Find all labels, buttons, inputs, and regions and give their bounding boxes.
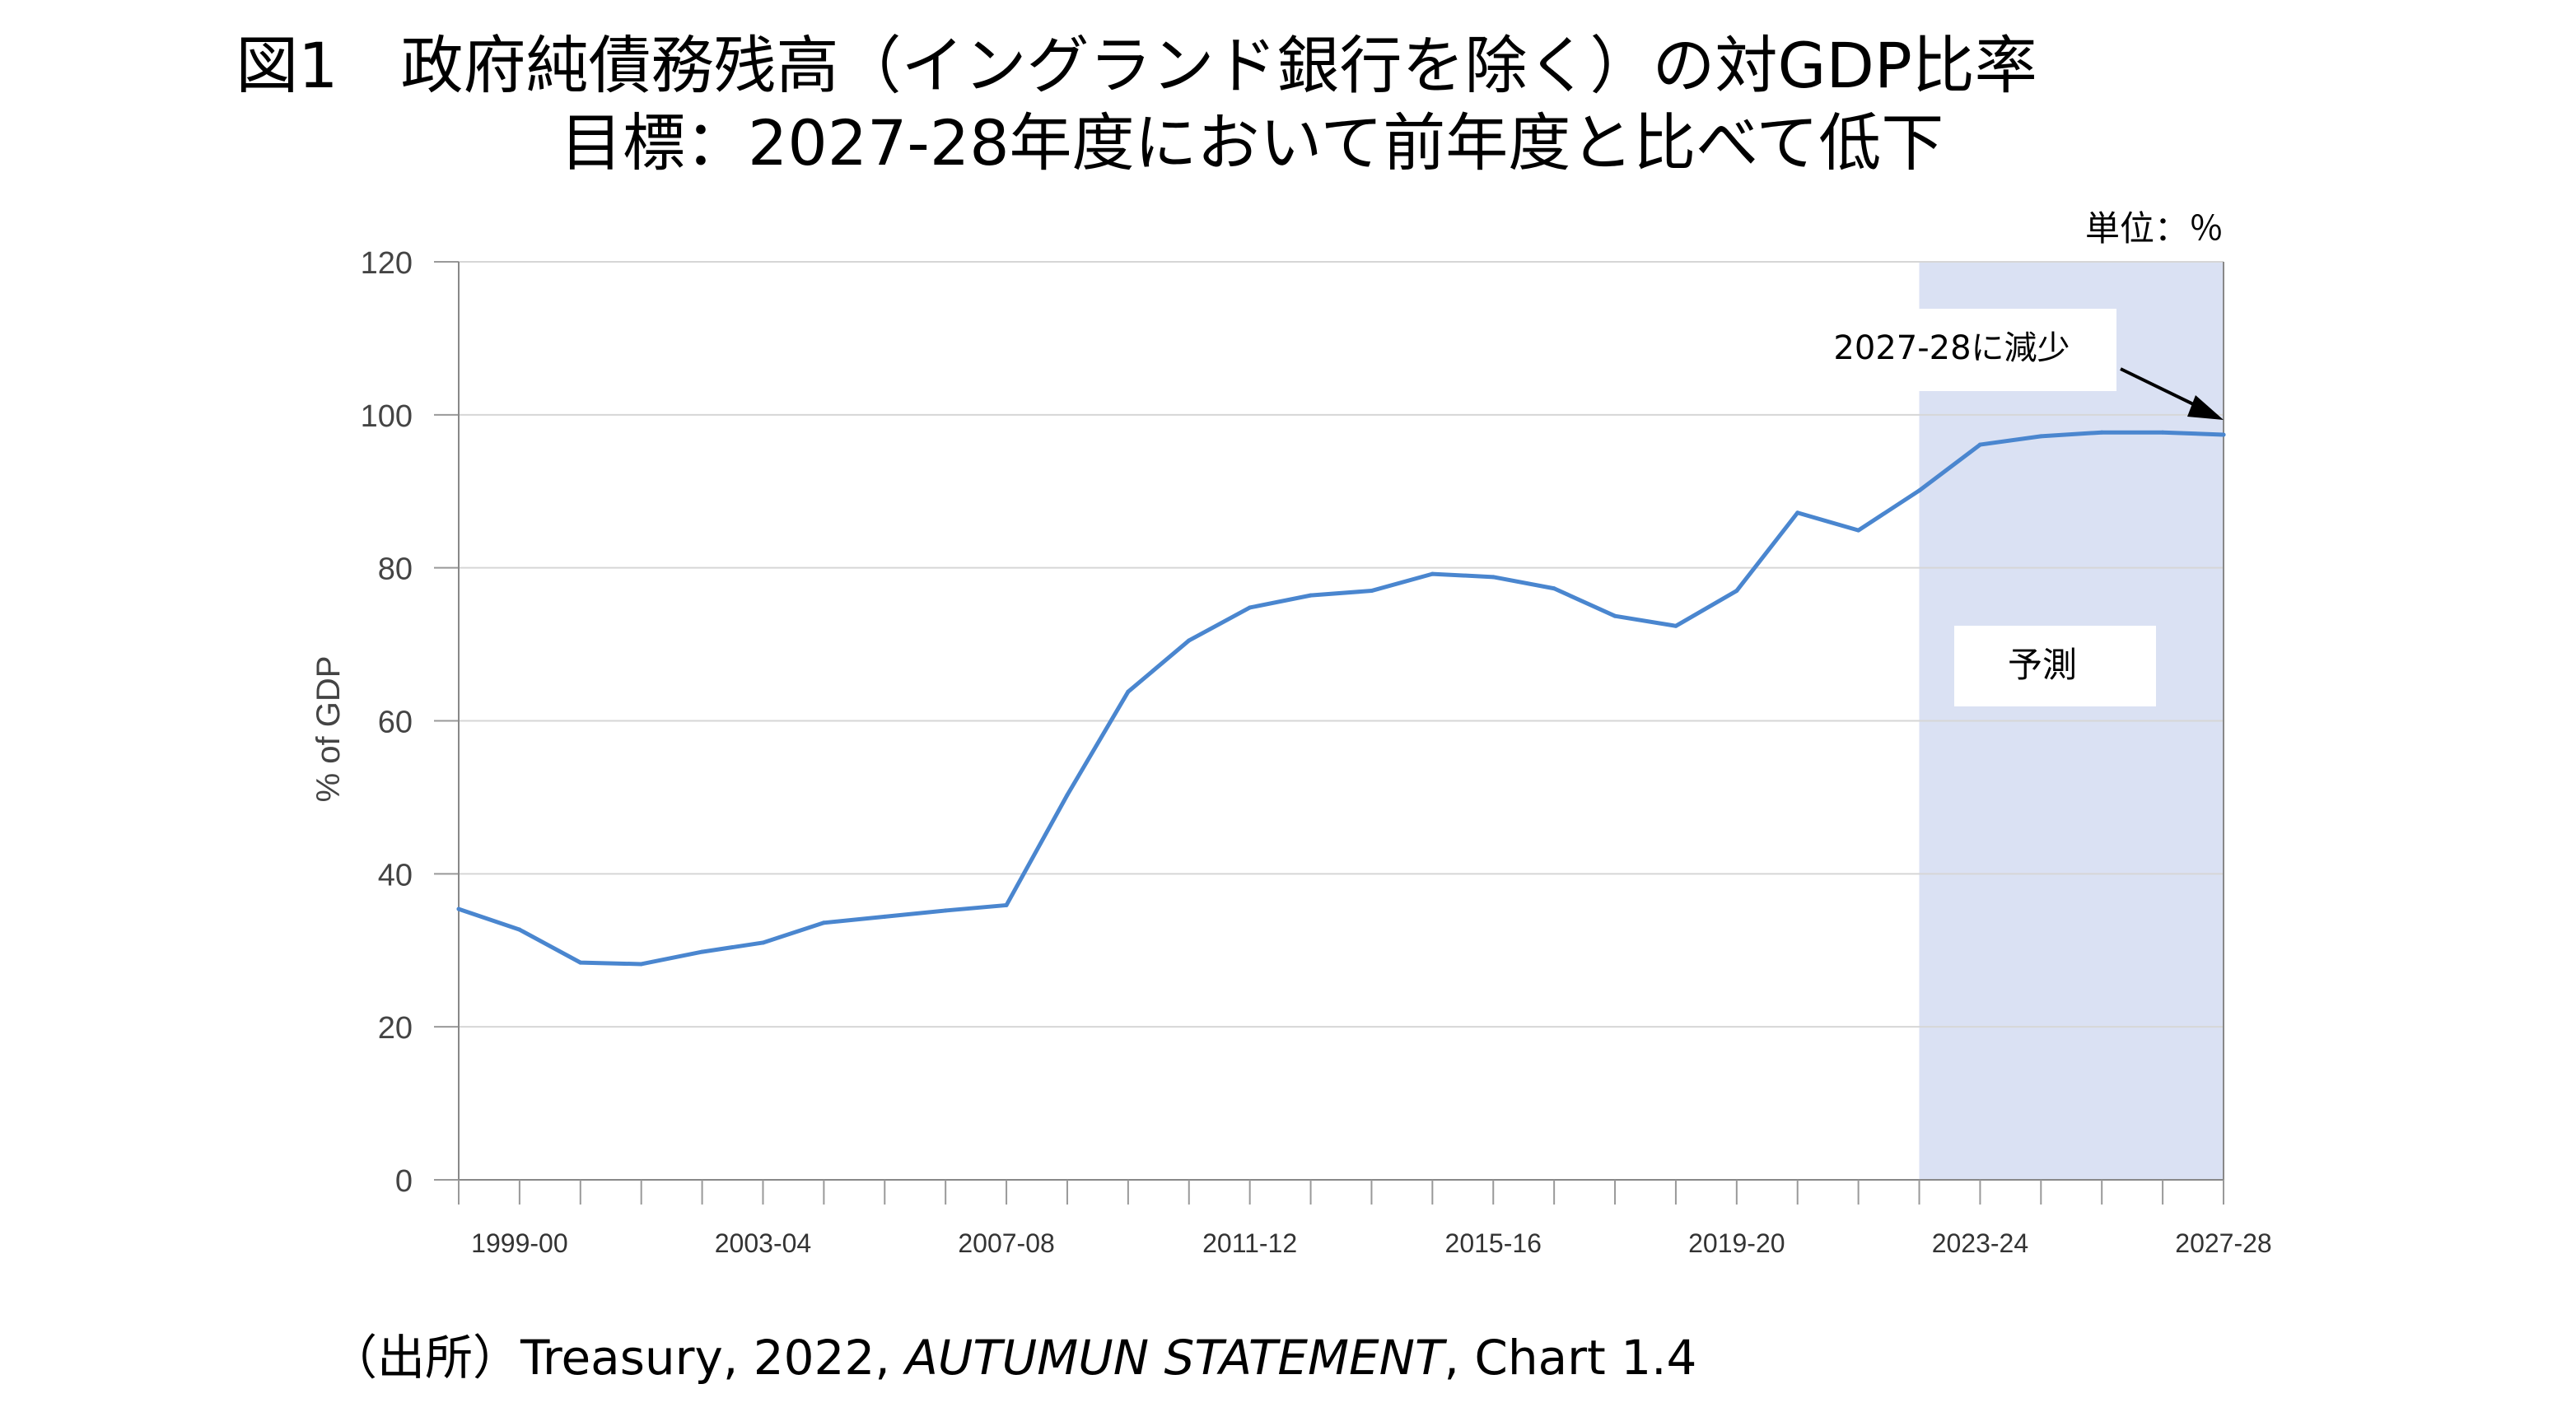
y-tick-label: 120 — [361, 246, 413, 281]
x-tick-label: 2003-04 — [715, 1228, 811, 1258]
x-tick-label: 2015-16 — [1445, 1228, 1542, 1258]
data-point — [2160, 430, 2165, 435]
series-line — [456, 430, 2226, 967]
x-tick-label: 1999-00 — [471, 1228, 567, 1258]
data-point — [639, 962, 644, 967]
data-point — [882, 914, 887, 919]
data-point — [1491, 575, 1496, 580]
data-point — [1917, 488, 1922, 493]
y-tick-label: 80 — [378, 552, 413, 587]
source-suffix: , Chart 1.4 — [1444, 1330, 1697, 1386]
y-tick-label: 40 — [378, 858, 413, 892]
data-point — [1309, 593, 1314, 598]
source-note: （出所）Treasury, 2022, AUTUMUN STATEMENT, C… — [329, 1319, 1696, 1388]
annotation-arrowhead — [2187, 394, 2224, 420]
y-tick-label: 20 — [378, 1011, 413, 1046]
y-axis-label: % of GDP — [310, 656, 347, 803]
y-tick-label: 60 — [378, 706, 413, 740]
x-tick-label: 2019-20 — [1688, 1228, 1785, 1258]
data-point — [821, 920, 826, 925]
x-tick-label: 2027-28 — [2175, 1228, 2271, 1258]
annotation-text: 2027-28に減少 — [1833, 329, 2070, 367]
unit-label: 単位：％ — [2084, 208, 2224, 249]
data-point — [1734, 589, 1739, 594]
data-point — [1977, 442, 1982, 447]
data-point — [1430, 571, 1435, 576]
forecast-label: 予測 — [2008, 645, 2077, 685]
y-tick-label: 0 — [395, 1164, 413, 1199]
data-point — [1004, 902, 1009, 907]
x-tick-label: 2011-12 — [1202, 1228, 1297, 1258]
data-point — [456, 906, 461, 911]
source-title: AUTUMUN STATEMENT — [905, 1330, 1444, 1386]
data-point — [578, 960, 583, 965]
data-point — [1187, 638, 1192, 643]
data-point — [1552, 586, 1556, 591]
data-point — [2099, 430, 2104, 435]
data-point — [1673, 623, 1678, 628]
line-chart: 0 20 40 60 80 100 120 1999-00 2003-04 2007-08 2011… — [310, 246, 2272, 1258]
data-point — [1612, 613, 1617, 618]
data-point — [1795, 510, 1800, 515]
data-point — [1369, 589, 1374, 594]
chart-title: 図1 政府純債務残高（イングランド銀行を除く）の対GDP比率 — [236, 29, 2037, 102]
data-point — [943, 908, 948, 913]
data-point — [2221, 432, 2226, 437]
data-point — [760, 940, 765, 945]
x-tick-label: 2007-08 — [958, 1228, 1054, 1258]
forecast-label-box — [1954, 626, 2156, 706]
source-prefix: （出所）Treasury, 2022, — [329, 1330, 906, 1386]
data-point — [517, 927, 522, 932]
data-point — [1065, 793, 1070, 798]
data-point — [1248, 605, 1253, 610]
x-tick-label: 2023-24 — [1932, 1228, 2028, 1258]
chart-subtitle: 目標：2027-28年度において前年度と比べて低下 — [560, 106, 1944, 179]
data-point — [2038, 434, 2043, 439]
annotation-box — [1787, 309, 2116, 391]
data-point — [700, 949, 705, 954]
data-point — [1856, 528, 1861, 533]
y-tick-label: 100 — [361, 399, 413, 434]
data-point — [1126, 689, 1131, 694]
